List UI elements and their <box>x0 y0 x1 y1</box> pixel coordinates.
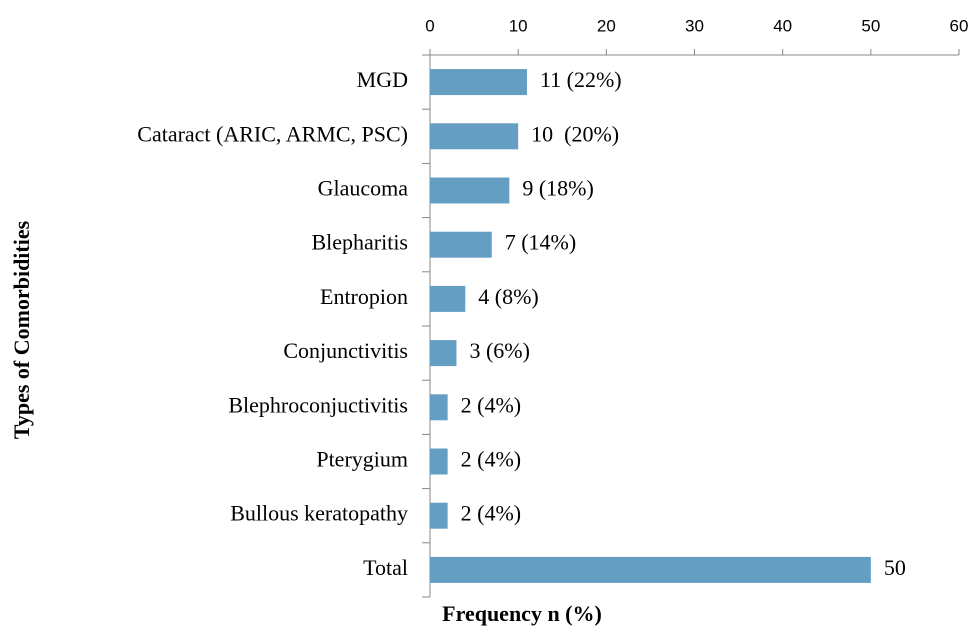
data-label: 7 (14%) <box>505 230 576 255</box>
bar <box>430 502 448 529</box>
x-tick-label: 10 <box>509 16 528 35</box>
category-label: Blepharitis <box>311 230 408 255</box>
bar <box>430 177 510 204</box>
bar <box>430 231 492 258</box>
bar <box>430 123 519 150</box>
category-label: Bullous keratopathy <box>230 501 408 526</box>
data-label: 4 (8%) <box>478 284 538 309</box>
data-label: 11 (22%) <box>540 67 622 92</box>
category-label: Total <box>363 555 408 580</box>
bar <box>430 285 466 312</box>
data-label: 9 (18%) <box>522 176 593 201</box>
bar <box>430 448 448 475</box>
category-label: Cataract (ARIC, ARMC, PSC) <box>137 121 408 146</box>
category-label: Entropion <box>320 284 408 309</box>
category-label: Glaucoma <box>318 176 409 201</box>
category-label: Blephroconjuctivitis <box>228 392 408 417</box>
x-tick-label: 20 <box>597 16 616 35</box>
data-label: 10 (20%) <box>531 121 619 146</box>
y-axis-label: Types of Comorbidities <box>9 220 34 439</box>
x-tick-label: 0 <box>425 16 434 35</box>
category-label: Conjunctivitis <box>283 338 408 363</box>
data-label: 3 (6%) <box>469 338 529 363</box>
bar <box>430 340 457 367</box>
bar <box>430 556 871 583</box>
x-tick-label: 50 <box>861 16 880 35</box>
bar <box>430 69 527 96</box>
x-tick-label: 30 <box>685 16 704 35</box>
data-label: 2 (4%) <box>461 501 521 526</box>
x-axis-label: Frequency n (%) <box>442 601 602 626</box>
data-label: 2 (4%) <box>461 447 521 472</box>
data-label: 50 <box>884 555 906 580</box>
bar <box>430 394 448 421</box>
category-label: Pterygium <box>316 447 408 472</box>
x-tick-label: 40 <box>773 16 792 35</box>
data-label: 2 (4%) <box>461 392 521 417</box>
x-tick-label: 60 <box>950 16 969 35</box>
category-label: MGD <box>357 67 408 92</box>
